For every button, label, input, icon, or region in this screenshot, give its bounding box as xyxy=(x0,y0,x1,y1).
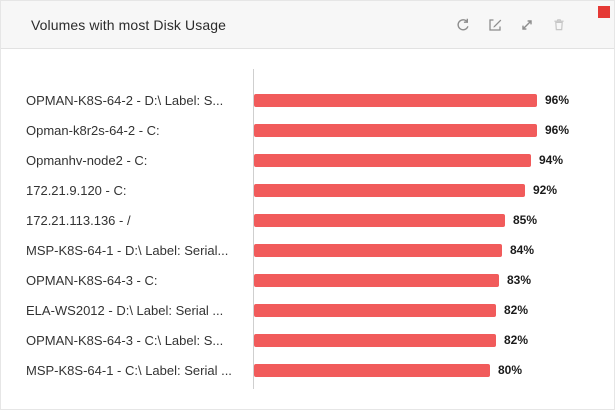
bar[interactable] xyxy=(254,153,531,167)
bar[interactable] xyxy=(254,363,490,377)
bar-area: 82% xyxy=(253,295,614,325)
y-axis-line xyxy=(253,69,254,389)
chart-row: OPMAN-K8S-64-3 - C: 83% xyxy=(26,265,614,295)
delete-button[interactable] xyxy=(550,16,568,34)
widget-header: Volumes with most Disk Usage xyxy=(1,1,614,49)
bar-area: 96% xyxy=(253,115,614,145)
chart-row: ELA-WS2012 - D:\ Label: Serial ... 82% xyxy=(26,295,614,325)
edit-button[interactable] xyxy=(486,16,504,34)
bar-chart: OPMAN-K8S-64-2 - D:\ Label: S... 96% Opm… xyxy=(1,49,614,409)
trash-icon xyxy=(554,18,564,30)
bar[interactable] xyxy=(254,333,496,347)
category-label: MSP-K8S-64-1 - D:\ Label: Serial... xyxy=(26,242,229,258)
bar[interactable] xyxy=(254,93,537,107)
bar[interactable] xyxy=(254,183,525,197)
bar-area: 80% xyxy=(253,355,614,385)
chart-row: Opman-k8r2s-64-2 - C: 96% xyxy=(26,115,614,145)
widget-title: Volumes with most Disk Usage xyxy=(31,16,226,33)
bar-area: 84% xyxy=(253,235,614,265)
chart-row: MSP-K8S-64-1 - D:\ Label: Serial... 84% xyxy=(26,235,614,265)
bar[interactable] xyxy=(254,273,499,287)
widget-toolbar xyxy=(454,16,568,34)
chart-row: Opmanhv-node2 - C: 94% xyxy=(26,145,614,175)
category-label: ELA-WS2012 - D:\ Label: Serial ... xyxy=(26,302,224,318)
refresh-icon xyxy=(457,18,469,30)
value-label: 82% xyxy=(504,303,529,317)
expand-icon xyxy=(522,19,532,30)
chart-row: OPMAN-K8S-64-2 - D:\ Label: S... 96% xyxy=(26,85,614,115)
expand-button[interactable] xyxy=(518,16,536,34)
value-label: 80% xyxy=(498,363,523,377)
chart-row: 172.21.9.120 - C: 92% xyxy=(26,175,614,205)
bar[interactable] xyxy=(254,303,496,317)
corner-badge[interactable] xyxy=(598,6,610,18)
bar[interactable] xyxy=(254,123,537,137)
value-label: 83% xyxy=(507,273,532,287)
bar-area: 96% xyxy=(253,85,614,115)
bar[interactable] xyxy=(254,243,502,257)
bar-area: 94% xyxy=(253,145,614,175)
chart-row: OPMAN-K8S-64-3 - C:\ Label: S... 82% xyxy=(26,325,614,355)
value-label: 82% xyxy=(504,333,529,347)
category-label: OPMAN-K8S-64-3 - C:\ Label: S... xyxy=(26,332,224,348)
value-label: 94% xyxy=(539,153,564,167)
category-label: 172.21.9.120 - C: xyxy=(26,182,127,198)
category-label: 172.21.113.136 - / xyxy=(26,212,131,228)
value-label: 96% xyxy=(545,93,570,107)
value-label: 85% xyxy=(513,213,538,227)
refresh-button[interactable] xyxy=(454,16,472,34)
category-label: Opman-k8r2s-64-2 - C: xyxy=(26,122,160,138)
bar-area: 82% xyxy=(253,325,614,355)
category-label: Opmanhv-node2 - C: xyxy=(26,152,148,168)
edit-icon xyxy=(489,18,502,31)
category-label: OPMAN-K8S-64-2 - D:\ Label: S... xyxy=(26,92,224,108)
value-label: 96% xyxy=(545,123,570,137)
bar-area: 92% xyxy=(253,175,614,205)
value-label: 92% xyxy=(533,183,558,197)
bar-area: 83% xyxy=(253,265,614,295)
bar-area: 85% xyxy=(253,205,614,235)
category-label: OPMAN-K8S-64-3 - C: xyxy=(26,272,158,288)
chart-row: 172.21.113.136 - / 85% xyxy=(26,205,614,235)
bar[interactable] xyxy=(254,213,505,227)
value-label: 84% xyxy=(510,243,535,257)
category-label: MSP-K8S-64-1 - C:\ Label: Serial ... xyxy=(26,362,232,378)
chart-row: MSP-K8S-64-1 - C:\ Label: Serial ... 80% xyxy=(26,355,614,385)
